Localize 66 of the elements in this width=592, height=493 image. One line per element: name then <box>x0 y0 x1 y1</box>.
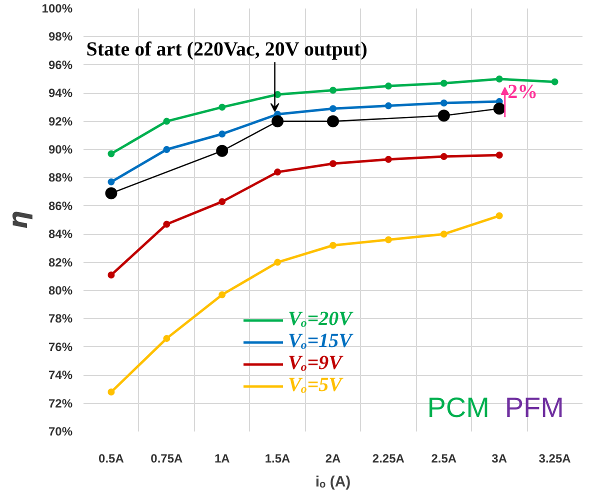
x-tick-label: 1A <box>214 452 230 466</box>
point <box>384 82 392 90</box>
y-tick-label: 82% <box>48 255 73 270</box>
y-tick-label: 84% <box>48 227 73 242</box>
y-tick-label: 92% <box>48 114 73 128</box>
y-tick-label: 80% <box>48 284 73 298</box>
x-tick-label: 2.25A <box>372 452 405 466</box>
point <box>330 160 336 168</box>
y-tick-label: 74% <box>48 368 73 382</box>
x-tick-label: 3A <box>492 452 508 466</box>
point <box>108 388 115 396</box>
point <box>108 271 115 278</box>
x-tick-label: 2.5A <box>431 452 457 466</box>
x-tick-label: 1.5A <box>264 452 291 466</box>
annotation: 2% <box>508 80 538 103</box>
point <box>496 212 503 220</box>
point <box>496 76 503 82</box>
y-tick-label: 88% <box>48 170 73 185</box>
y-tick-label: 90% <box>48 142 73 156</box>
point <box>440 99 448 106</box>
point <box>274 258 282 266</box>
point <box>218 104 226 111</box>
point <box>551 78 558 86</box>
y-tick-label: 78% <box>48 312 73 326</box>
point <box>384 156 392 163</box>
legend-label: Vₒ=5V <box>288 374 342 397</box>
point <box>384 102 392 110</box>
point <box>440 230 448 238</box>
point <box>384 236 392 244</box>
y-tick-label: 76% <box>48 340 73 354</box>
legend-label: Vₒ=9V <box>288 352 342 375</box>
y-tick-label: 94% <box>48 86 73 100</box>
y-axis-title: η <box>4 210 34 230</box>
point <box>108 178 115 186</box>
point <box>496 152 503 159</box>
x-tick-label: 0.75A <box>150 452 184 466</box>
y-tick-label: 72% <box>48 396 73 410</box>
legend-label: Vₒ=20V <box>288 308 352 331</box>
annotation: State of art (220Vac, 20V output) <box>86 38 368 61</box>
point <box>440 153 448 160</box>
point <box>330 105 336 112</box>
point <box>274 168 282 176</box>
point <box>218 198 226 206</box>
x-axis-title: iₒ (A) <box>315 474 351 490</box>
point <box>163 146 170 153</box>
x-tick-label: 3.25A <box>538 452 572 466</box>
point <box>218 291 226 298</box>
point <box>163 220 170 228</box>
annotation: PFM <box>504 392 564 424</box>
legend-label: Vₒ=15V <box>288 330 352 353</box>
point <box>108 150 115 158</box>
point <box>330 86 336 94</box>
point <box>105 187 118 200</box>
y-tick-label: 98% <box>48 30 73 44</box>
y-tick-label: 100% <box>42 2 73 16</box>
point <box>163 118 170 125</box>
point <box>330 242 336 249</box>
point <box>163 334 170 342</box>
y-tick-label: 96% <box>48 58 73 72</box>
x-tick-label: 0.5A <box>98 452 124 466</box>
y-tick-label: 86% <box>48 198 73 213</box>
x-tick-label: 2A <box>325 452 342 466</box>
point <box>218 130 226 138</box>
y-tick-label: 70% <box>48 424 73 438</box>
annotation: PCM <box>427 392 490 424</box>
point <box>440 80 448 87</box>
